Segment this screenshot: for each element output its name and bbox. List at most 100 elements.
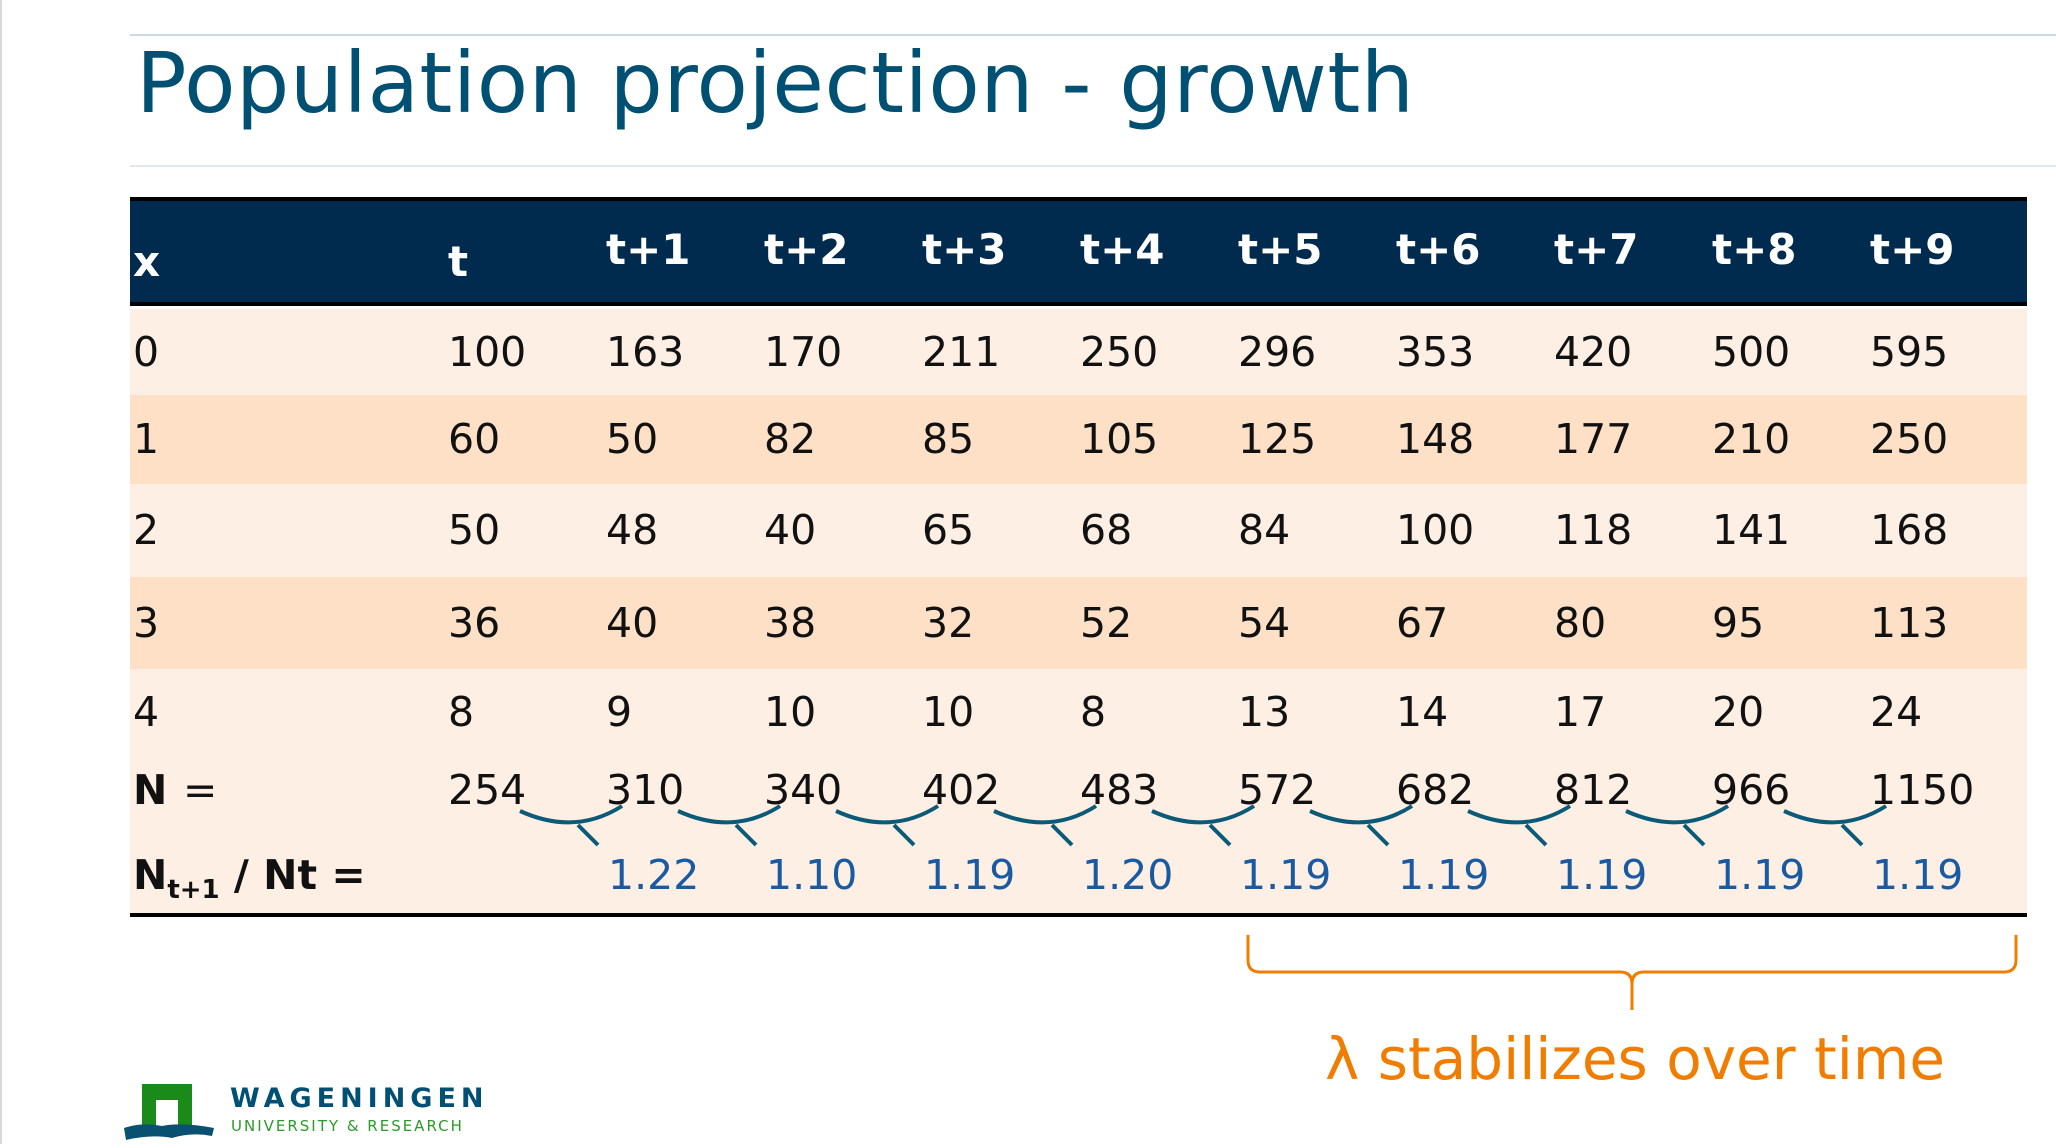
table-cell: 85	[922, 415, 975, 463]
logo-text-university: UNIVERSITY & RESEARCH	[231, 1117, 464, 1135]
ratio-label-sub: t+1	[167, 875, 220, 906]
ratio-cell: 1.19	[1872, 851, 1964, 899]
table-cell: 50	[606, 415, 659, 463]
table-cell: 20	[1712, 688, 1765, 736]
ratio-connector	[1625, 804, 1730, 847]
table-cell: 48	[606, 506, 659, 554]
table-row: 4 8 9 10 10 8 13 14 17 20 24	[130, 669, 2027, 755]
table-cell: 38	[764, 599, 817, 647]
ratio-connector	[835, 804, 940, 847]
ratio-cell: 1.10	[766, 851, 858, 899]
table-cell: 24	[1870, 688, 1923, 736]
ratio-connector	[1151, 804, 1256, 847]
table-cell: 170	[764, 328, 843, 376]
table-cell: 36	[448, 599, 501, 647]
slide-edge	[0, 0, 2, 1144]
header-t: t	[448, 237, 469, 286]
ratio-cell: 1.19	[1556, 851, 1648, 899]
table-cell: 40	[606, 599, 659, 647]
ratio-connector	[677, 804, 782, 847]
table-cell: 8	[1080, 688, 1107, 736]
header-t+1: t+1	[606, 225, 691, 274]
row-label: 0	[133, 328, 160, 376]
total-cell: 254	[448, 766, 527, 814]
table-cell: 163	[606, 328, 685, 376]
table-cell: 168	[1870, 506, 1949, 554]
table-cell: 353	[1396, 328, 1475, 376]
logo-text-wageningen: WAGENINGEN	[230, 1083, 489, 1114]
table-row: 0 100 163 170 211 250 296 353 420 500 595	[130, 309, 2027, 395]
totals-equals: =	[183, 766, 218, 814]
table-cell: 250	[1080, 328, 1159, 376]
table-cell: 10	[764, 688, 817, 736]
ratio-cell: 1.22	[608, 851, 700, 899]
title-divider	[130, 165, 2056, 167]
header-t+8: t+8	[1712, 225, 1797, 274]
table-cell: 68	[1080, 506, 1133, 554]
table-cell: 105	[1080, 415, 1159, 463]
table-cell: 65	[922, 506, 975, 554]
table-cell: 60	[448, 415, 501, 463]
table-cell: 113	[1870, 599, 1949, 647]
table-cell: 250	[1870, 415, 1949, 463]
table-cell: 595	[1870, 328, 1949, 376]
ratio-cell: 1.19	[1240, 851, 1332, 899]
table-cell: 210	[1712, 415, 1791, 463]
table-cell: 17	[1554, 688, 1607, 736]
header-t+4: t+4	[1080, 225, 1165, 274]
ratio-cell: 1.19	[1398, 851, 1490, 899]
table-cell: 148	[1396, 415, 1475, 463]
ratio-cell: 1.20	[1082, 851, 1174, 899]
header-t+5: t+5	[1238, 225, 1323, 274]
table-cell: 52	[1080, 599, 1133, 647]
header-t+7: t+7	[1554, 225, 1639, 274]
table-bottom-border	[130, 913, 2027, 917]
table-cell: 80	[1554, 599, 1607, 647]
header-t+6: t+6	[1396, 225, 1481, 274]
ratio-connector	[1467, 804, 1572, 847]
top-divider	[130, 34, 2056, 36]
table-cell: 100	[448, 328, 527, 376]
table-cell: 82	[764, 415, 817, 463]
table-cell: 141	[1712, 506, 1791, 554]
table-cell: 10	[922, 688, 975, 736]
ratio-label-n: N	[133, 851, 168, 899]
table-cell: 32	[922, 599, 975, 647]
totals-label: N	[133, 766, 168, 814]
table-cell: 296	[1238, 328, 1317, 376]
page-title: Population projection - growth	[136, 34, 1415, 132]
ratio-connector	[1309, 804, 1414, 847]
header-t+2: t+2	[764, 225, 849, 274]
ratio-cell: 1.19	[924, 851, 1016, 899]
lambda-annotation: λ stabilizes over time	[1325, 1025, 1946, 1093]
table-header	[130, 197, 2027, 306]
table-cell: 84	[1238, 506, 1291, 554]
total-cell: 1150	[1870, 766, 1975, 814]
table-cell: 118	[1554, 506, 1633, 554]
table-cell: 211	[922, 328, 1001, 376]
table-cell: 100	[1396, 506, 1475, 554]
row-label: 4	[133, 688, 160, 736]
table-cell: 9	[606, 688, 633, 736]
table-cell: 13	[1238, 688, 1291, 736]
table-cell: 8	[448, 688, 475, 736]
ratio-connector	[1783, 804, 1888, 847]
table-cell: 50	[448, 506, 501, 554]
table-row: 1 60 50 82 85 105 125 148 177 210 250	[130, 395, 2027, 484]
table-cell: 177	[1554, 415, 1633, 463]
ratio-label-rest: / Nt =	[219, 851, 366, 899]
ratio-cell: 1.19	[1714, 851, 1806, 899]
header-x: x	[133, 237, 161, 286]
curly-brace-icon	[1246, 935, 2018, 1010]
row-label: 2	[133, 506, 160, 554]
ratio-label: Nt+1 / Nt =	[133, 835, 366, 930]
table-row: 3 36 40 38 32 52 54 67 80 95 113	[130, 577, 2027, 669]
table-cell: 125	[1238, 415, 1317, 463]
row-label: 3	[133, 599, 160, 647]
ratio-row: Nt+1 / Nt = 1.22 1.10 1.19 1.20 1.19 1.19 1.19 1…	[130, 835, 2027, 915]
table-cell: 54	[1238, 599, 1291, 647]
header-t+3: t+3	[922, 225, 1007, 274]
row-label: 1	[133, 415, 160, 463]
table-cell: 420	[1554, 328, 1633, 376]
